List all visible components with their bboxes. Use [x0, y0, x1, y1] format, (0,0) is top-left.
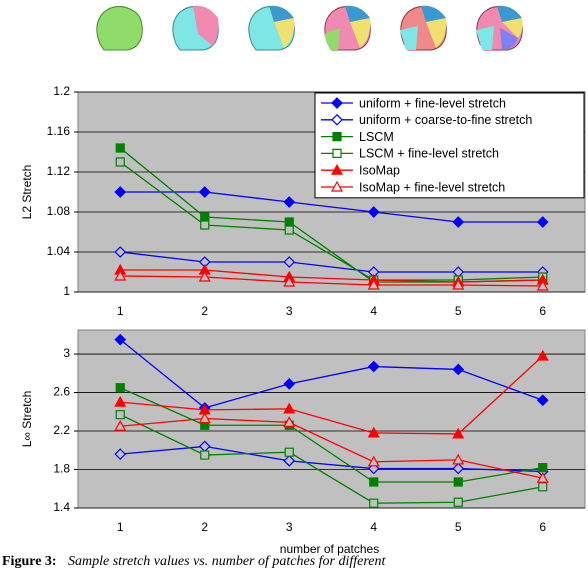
x-tick-label: 3	[286, 520, 293, 534]
figure: Figure 3: Sample stretch values vs. numb…	[0, 0, 588, 570]
marker	[539, 464, 547, 472]
marker	[116, 384, 124, 392]
legend-label: LSCM + fine-level stretch	[359, 147, 499, 161]
marker	[285, 448, 293, 456]
y-tick-label: 1	[63, 284, 70, 298]
marker	[285, 226, 293, 234]
y-tick-label: 1.8	[53, 462, 70, 476]
x-tick-label: 1	[117, 520, 124, 534]
plot-area	[78, 330, 585, 508]
y-tick-label: 1.12	[47, 164, 71, 178]
legend-label: uniform + fine-level stretch	[359, 96, 506, 110]
marker	[285, 218, 293, 226]
marker	[454, 498, 462, 506]
bunny	[173, 6, 219, 50]
caption-text: Sample stretch values vs. number of patc…	[68, 554, 387, 569]
y-axis-label: L2 Stretch	[20, 165, 34, 220]
legend-marker	[333, 133, 341, 141]
marker	[201, 221, 209, 229]
marker	[116, 411, 124, 419]
marker	[370, 499, 378, 507]
y-tick-label: 1.2	[53, 84, 70, 98]
y-tick-label: 2.6	[53, 385, 70, 399]
legend-label: IsoMap + fine-level stretch	[359, 180, 505, 194]
y-tick-label: 1.16	[47, 124, 71, 138]
bunny	[476, 6, 523, 50]
caption-label: Figure 3:	[2, 554, 57, 569]
marker	[116, 158, 124, 166]
x-tick-label: 2	[201, 520, 208, 534]
legend-label: LSCM	[359, 130, 394, 144]
marker	[454, 478, 462, 486]
x-tick-label: 4	[370, 304, 377, 318]
x-axis-label: number of patches	[280, 542, 379, 556]
x-tick-label: 3	[286, 304, 293, 318]
x-tick-label: 1	[117, 304, 124, 318]
bunny	[324, 6, 370, 50]
x-tick-label: 6	[539, 304, 546, 318]
y-axis-label: L∞ Stretch	[20, 391, 34, 448]
marker	[201, 213, 209, 221]
x-tick-label: 6	[539, 520, 546, 534]
legend-marker	[333, 149, 341, 157]
bunny	[97, 6, 142, 50]
x-tick-label: 4	[370, 520, 377, 534]
y-tick-label: 1.04	[47, 244, 71, 258]
marker	[201, 451, 209, 459]
legend-label: IsoMap	[359, 163, 400, 177]
y-tick-label: 1.08	[47, 204, 71, 218]
bunny-images	[97, 6, 523, 50]
marker	[539, 483, 547, 491]
y-tick-label: 2.2	[53, 423, 70, 437]
x-tick-label: 5	[455, 520, 462, 534]
marker	[116, 144, 124, 152]
marker	[370, 478, 378, 486]
y-tick-label: 3	[63, 346, 70, 360]
x-tick-label: 5	[455, 304, 462, 318]
legend-label: uniform + coarse-to-fine stretch	[359, 113, 532, 127]
bunny	[249, 6, 294, 50]
x-tick-label: 2	[201, 304, 208, 318]
bunny	[400, 6, 446, 50]
y-tick-label: 1.4	[53, 500, 70, 514]
